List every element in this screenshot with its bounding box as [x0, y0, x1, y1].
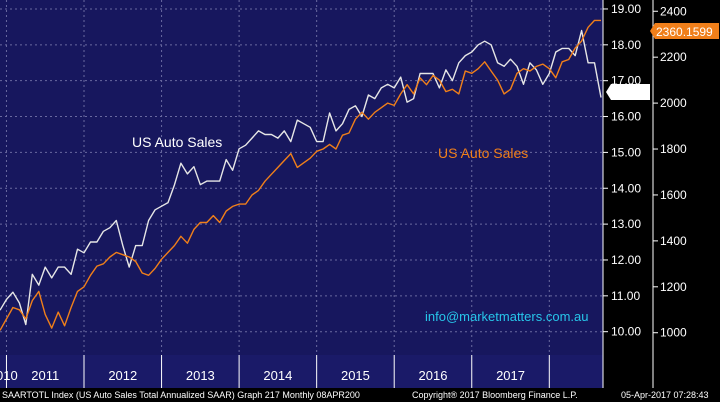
left-tick-label: 16.00 — [611, 110, 641, 124]
left-tick-label: 14.00 — [611, 181, 641, 195]
right-tick-label: 2200 — [660, 50, 687, 64]
right-tick-label: 2000 — [660, 96, 687, 110]
footer-left: SAARTOTL Index (US Auto Sales Total Annu… — [2, 390, 360, 400]
last-value-orange: 2360.1599 — [656, 25, 713, 39]
right-tick-label: 1000 — [660, 326, 687, 340]
footer-right: 05-Apr-2017 07:28:43 — [621, 390, 709, 400]
left-tick-label: 11.00 — [611, 289, 640, 303]
annotation-orange-series: US Auto Sales — [438, 145, 528, 161]
annotation-white-series: US Auto Sales — [132, 134, 222, 150]
watermark-email: info@marketmatters.com.au — [425, 309, 588, 324]
left-tick-label: 19.00 — [611, 2, 641, 16]
right-tick-label: 1400 — [660, 234, 687, 248]
x-tick-label: 2012 — [108, 368, 137, 383]
right-tick-label: 1200 — [660, 280, 687, 294]
footer-center: Copyright® 2017 Bloomberg Finance L.P. — [412, 390, 578, 400]
x-tick-label: 2014 — [263, 368, 292, 383]
left-tick-label: 15.00 — [611, 145, 641, 159]
left-tick-label: 10.00 — [611, 325, 641, 339]
x-tick-label: 2013 — [186, 368, 215, 383]
x-tick-label: 2011 — [31, 368, 59, 383]
last-value-white: 16.53 — [614, 86, 644, 100]
footer-bar — [0, 388, 720, 402]
left-tick-label: 18.00 — [611, 38, 641, 52]
x-tick-label: 2015 — [341, 368, 370, 383]
right-axis-labels: 1000 1200 1400 1600 1800 2000 2200 2400 — [653, 4, 687, 340]
left-tick-label: 13.00 — [611, 217, 641, 231]
last-value-marker-white — [606, 84, 650, 100]
x-tick-label: 2010 — [0, 368, 18, 383]
left-axis-labels: 10.0011.0012.0013.0014.0015.0016.0017.00… — [603, 2, 641, 339]
series-lines — [0, 19, 602, 331]
left-tick-label: 12.00 — [611, 253, 641, 267]
last-value-marker-orange — [650, 23, 719, 39]
right-tick-label: 1800 — [660, 142, 687, 156]
x-tick-label: 2017 — [496, 368, 525, 383]
x-axis-labels: 2010 2011 2012 2013 2014 2015 2016 2017 — [0, 355, 550, 388]
series-line-orange — [0, 19, 601, 331]
right-tick-label: 1600 — [660, 188, 687, 202]
plot-background — [0, 0, 603, 355]
grid-lines — [0, 0, 654, 388]
x-axis-band — [0, 355, 603, 388]
series-line-white — [0, 29, 602, 326]
x-tick-label: 2016 — [419, 368, 448, 383]
right-tick-label: 2400 — [660, 4, 687, 18]
